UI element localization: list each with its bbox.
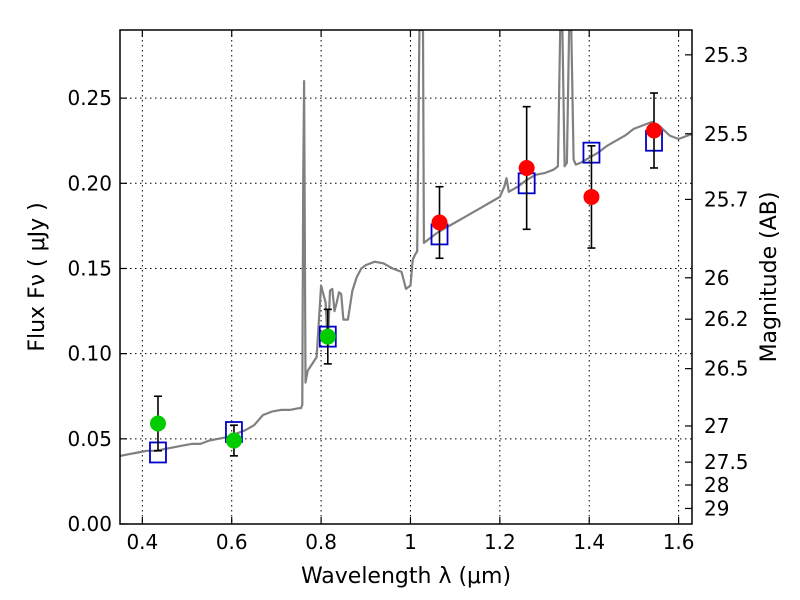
y2-tick-label: 27.5 — [704, 450, 749, 474]
plot-frame — [119, 29, 693, 525]
x-axis-title: Wavelength λ (μm) — [301, 564, 511, 589]
y-tick-label: 0.10 — [67, 342, 112, 366]
y2-tick-label: 26 — [704, 266, 729, 290]
y2-axis-title: Magnitude (AB) — [757, 192, 782, 363]
spectrum-line — [120, 30, 692, 457]
observed-flux-point — [583, 188, 600, 205]
x-tick-label: 0.4 — [126, 530, 158, 554]
observed-flux-point — [225, 432, 242, 449]
x-tick-label: 1 — [404, 530, 417, 554]
y-axis-title: Flux Fν ( μJy ) — [25, 202, 50, 351]
observed-flux-point — [149, 415, 166, 432]
observed-flux-point — [431, 214, 448, 231]
observed-flux-point — [319, 328, 336, 345]
grid — [120, 30, 692, 525]
x-tick-label: 0.8 — [305, 530, 337, 554]
y2-tick-label: 25.5 — [704, 122, 749, 146]
y2-tick-label: 28 — [704, 473, 729, 497]
y-tick-label: 0.20 — [67, 171, 112, 195]
x-tick-label: 1.2 — [484, 530, 516, 554]
x-tick-label: 1.4 — [573, 530, 605, 554]
x-tick-label: 1.6 — [663, 530, 695, 554]
y-tick-label: 0.15 — [67, 256, 112, 280]
x-tick-label: 0.6 — [216, 530, 248, 554]
y2-tick-label: 25.3 — [704, 43, 749, 67]
y2-tick-label: 26.2 — [704, 307, 749, 331]
ticks: 0.4 0.6 0.8 1 1.2 1.4 1.6 0.00 0.05 0.10 0.15 0.20 0… — [67, 30, 749, 554]
y2-tick-label: 29 — [704, 496, 729, 520]
observed-flux-point — [518, 159, 535, 176]
observed-flux-point — [646, 122, 663, 139]
y2-tick-label: 26.5 — [704, 357, 749, 381]
y-tick-label: 0.25 — [67, 86, 112, 110]
plot-area — [120, 30, 692, 464]
y-tick-label: 0.00 — [67, 512, 112, 536]
y2-tick-label: 25.7 — [704, 187, 749, 211]
y-tick-label: 0.05 — [67, 427, 112, 451]
y2-tick-label: 27 — [704, 414, 729, 438]
